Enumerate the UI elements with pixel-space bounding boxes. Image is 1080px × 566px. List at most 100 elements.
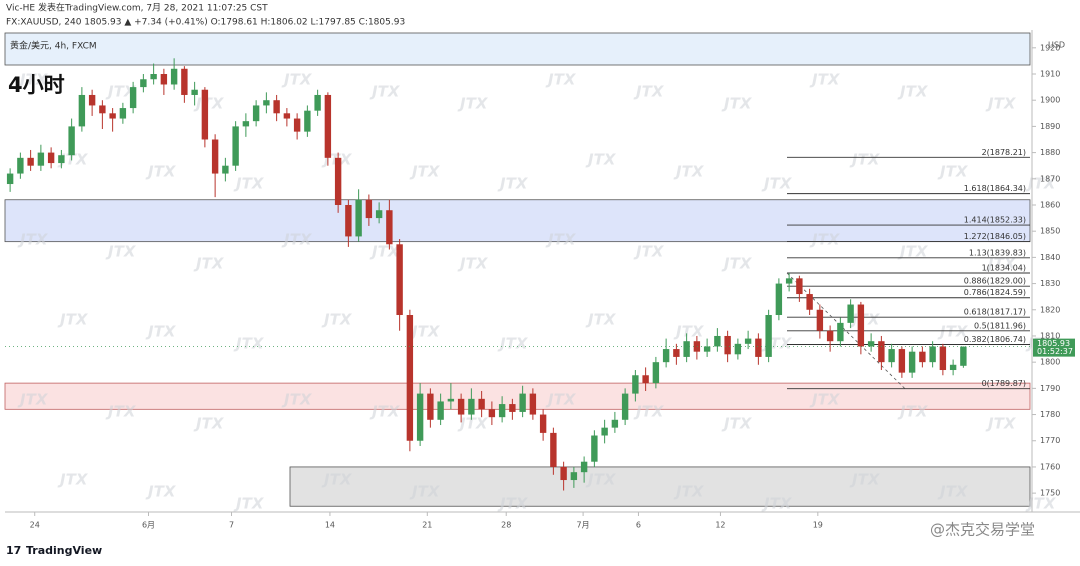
watermark: JTX [545, 391, 577, 409]
candle-body [324, 94, 332, 158]
y-tick-label: 1800 [1040, 358, 1060, 367]
watermark: JTX [457, 415, 489, 433]
watermark: JTX [497, 335, 529, 353]
watermark: JTX [321, 311, 353, 329]
candle-body [785, 278, 793, 284]
watermark: JTX [809, 231, 841, 249]
candle-body [714, 335, 721, 347]
fib-label: 1.13(1839.83) [969, 248, 1026, 257]
watermark: JTX [633, 243, 665, 261]
candle-body [642, 375, 649, 384]
candle-body [539, 414, 547, 433]
zones [4, 199, 1031, 507]
y-tick-label: 1830 [1040, 279, 1060, 288]
symbol-bar [4, 32, 1031, 66]
last-price-box [1033, 338, 1075, 357]
fib-label: 0.618(1817.17) [964, 308, 1026, 317]
candle-body [498, 404, 506, 418]
y-tick-label: 1890 [1040, 122, 1060, 131]
candle-body [550, 432, 557, 467]
watermark: JTX [369, 83, 401, 101]
watermark: JTX [409, 483, 441, 501]
watermark: JTX [105, 243, 137, 261]
candle-body [27, 157, 34, 166]
candle-body [252, 105, 260, 122]
watermark: JTX [897, 403, 929, 421]
candle-body [78, 94, 86, 127]
x-tick-label: 21 [422, 521, 432, 530]
fib-label: 0.5(1811.96) [974, 321, 1026, 330]
candle-body [519, 393, 526, 412]
y-tick-label: 1910 [1040, 70, 1060, 79]
candle-body [591, 435, 598, 462]
watermark: JTX [145, 483, 177, 501]
candle-body [447, 398, 455, 402]
fib-label: 1.414(1852.33) [964, 216, 1026, 225]
candle-body [6, 173, 14, 185]
candle-body [755, 338, 762, 357]
candle-body [734, 343, 742, 355]
watermark: JTX [633, 403, 665, 421]
watermark: JTX [761, 495, 793, 513]
last-price: 1805.93 [1037, 339, 1070, 348]
candle-body [263, 100, 270, 106]
y-tick-label: 1810 [1040, 331, 1060, 340]
watermark: JTX [721, 415, 753, 433]
candle-body [232, 126, 239, 166]
watermark: JTX [497, 175, 529, 193]
candle-body [416, 393, 424, 441]
watermark: JTX [849, 311, 881, 329]
watermark: JTX [457, 95, 489, 113]
watermark: JTX [145, 163, 177, 181]
y-tick-label: 1900 [1040, 96, 1060, 105]
watermark: JTX [457, 255, 489, 273]
watermark: JTX [897, 83, 929, 101]
candle-body [929, 346, 936, 363]
candle-body [37, 152, 45, 166]
candle-body [160, 74, 168, 85]
candle-body [99, 105, 106, 114]
credit: @杰克交易学堂 [930, 521, 1035, 539]
watermark: JTX [233, 495, 265, 513]
watermark: JTX [369, 243, 401, 261]
fib-label: 1.618(1864.34) [964, 184, 1026, 193]
watermark: JTX [57, 471, 89, 489]
y-tick-label: 1860 [1040, 200, 1060, 209]
symbol: 黄金/美元, 4h, FXCM [10, 40, 97, 52]
x-tick-label: 7月 [577, 521, 590, 530]
plot: 1750 1760 1770 1780 1790 1800 1810 1820 1830 1840… [5, 43, 1075, 530]
watermark: JTX [57, 151, 89, 169]
watermark: JTX [17, 391, 49, 409]
candle-body [58, 155, 65, 164]
watermark: JTX [369, 403, 401, 421]
watermark: JTX [809, 391, 841, 409]
y-tick-label: 1820 [1040, 305, 1060, 314]
y-tick-label: 1880 [1040, 148, 1060, 157]
watermark: JTX [233, 175, 265, 193]
candle-body [129, 87, 137, 109]
candle-body [109, 113, 116, 119]
candle-body [242, 121, 250, 127]
candle-body [150, 74, 157, 80]
watermark: JTX [985, 415, 1017, 433]
watermark: JTX [233, 335, 265, 353]
candle-body [509, 404, 516, 412]
candle-body [662, 349, 670, 363]
candle-body [375, 210, 383, 219]
candle-body [457, 398, 465, 415]
fib-label: 2(1878.21) [982, 148, 1026, 157]
y-tick-label: 1920 [1040, 43, 1060, 52]
watermark: JTX [281, 71, 313, 89]
watermark: JTX [145, 323, 177, 341]
candle-body [283, 113, 291, 119]
watermark: JTX [193, 415, 225, 433]
x-tick-label: 14 [325, 521, 335, 530]
y-tick-label: 1850 [1040, 227, 1060, 236]
watermark: JTX [673, 323, 705, 341]
watermark: JTX [673, 163, 705, 181]
candle-body [673, 349, 680, 357]
watermark: JTX [57, 311, 89, 329]
watermark: JTX [673, 483, 705, 501]
candle-body [345, 204, 352, 237]
